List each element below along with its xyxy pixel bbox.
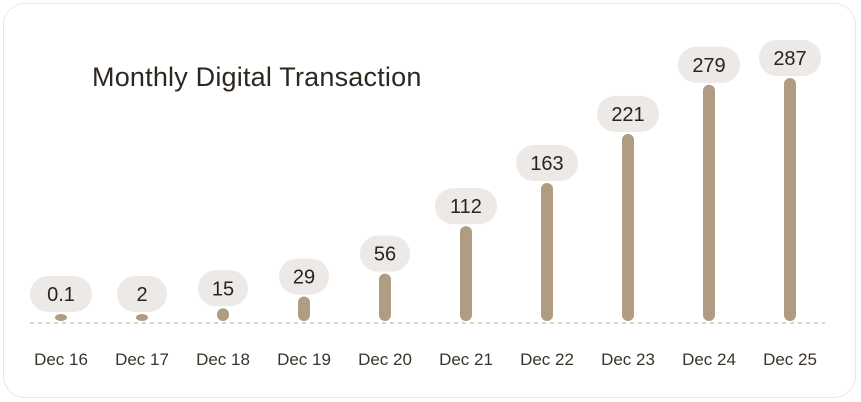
value-bubble bbox=[117, 276, 167, 312]
value-bubble bbox=[30, 276, 92, 312]
data-label: 112 bbox=[450, 196, 482, 218]
value-bubble bbox=[597, 95, 659, 132]
data-label: 279 bbox=[692, 55, 725, 77]
bar bbox=[298, 296, 310, 321]
data-label: 2 bbox=[136, 284, 147, 306]
data-label: 29 bbox=[293, 266, 315, 288]
value-bubble bbox=[516, 144, 578, 181]
x-tick-label: Dec 17 bbox=[115, 350, 169, 369]
data-label: 287 bbox=[773, 48, 806, 70]
x-tick-label: Dec 25 bbox=[763, 350, 817, 369]
data-label: 221 bbox=[611, 104, 644, 126]
bar bbox=[55, 314, 67, 321]
x-tick-label: Dec 22 bbox=[520, 350, 574, 369]
bar bbox=[379, 273, 391, 321]
x-tick-label: Dec 20 bbox=[358, 350, 412, 369]
value-bubble bbox=[678, 46, 740, 83]
bar bbox=[217, 308, 229, 321]
bar bbox=[541, 182, 553, 321]
data-label: 56 bbox=[374, 244, 396, 266]
bar bbox=[136, 314, 148, 321]
x-tick-label: Dec 23 bbox=[601, 350, 655, 369]
x-tick-label: Dec 24 bbox=[682, 350, 736, 369]
x-tick-label: Dec 18 bbox=[196, 350, 250, 369]
value-bubble bbox=[198, 270, 248, 307]
value-bubble bbox=[360, 235, 410, 272]
bar bbox=[622, 133, 634, 321]
chart-title: Monthly Digital Transaction bbox=[92, 62, 422, 92]
data-label: 163 bbox=[530, 153, 563, 175]
data-label: 15 bbox=[212, 278, 234, 300]
x-tick-label: Dec 19 bbox=[277, 350, 331, 369]
value-bubble bbox=[279, 258, 329, 295]
x-tick-label: Dec 21 bbox=[439, 350, 493, 369]
data-label: 0.1 bbox=[47, 284, 75, 306]
value-bubble bbox=[759, 40, 821, 76]
bar bbox=[460, 226, 472, 321]
bar bbox=[784, 78, 796, 321]
x-tick-label: Dec 16 bbox=[34, 350, 88, 369]
value-bubble bbox=[435, 188, 497, 225]
bar bbox=[703, 84, 715, 321]
